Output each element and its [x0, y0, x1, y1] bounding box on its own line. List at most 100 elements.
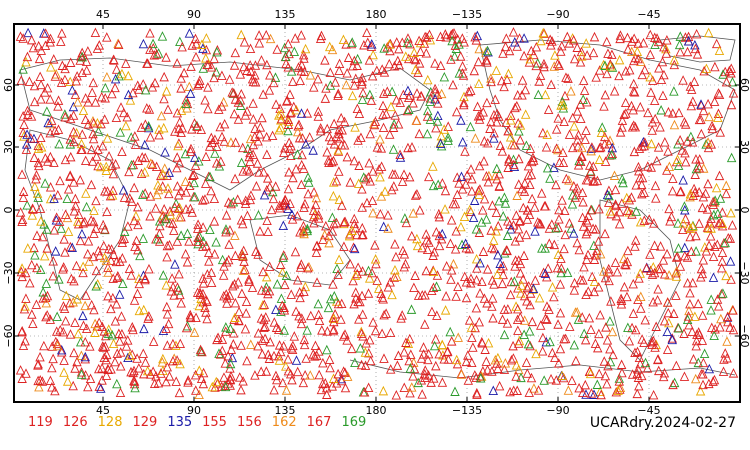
station-marker [655, 122, 665, 132]
station-marker [653, 142, 664, 152]
station-marker [310, 340, 321, 351]
station-marker [189, 327, 200, 337]
station-marker [159, 122, 169, 133]
station-marker [549, 61, 559, 71]
station-marker [471, 274, 482, 285]
station-marker [298, 220, 309, 231]
station-marker [481, 356, 492, 366]
station-marker [675, 46, 685, 57]
station-marker [174, 117, 185, 127]
station-marker [211, 67, 221, 77]
station-marker [380, 186, 390, 196]
station-marker [493, 363, 503, 373]
station-marker [468, 212, 479, 223]
station-marker [196, 124, 207, 135]
station-marker [233, 97, 244, 107]
station-marker [433, 110, 443, 121]
station-marker [461, 356, 472, 367]
station-marker [487, 275, 498, 285]
station-marker [679, 201, 690, 211]
station-marker [636, 303, 646, 313]
station-marker [669, 119, 680, 130]
station-marker [101, 161, 111, 172]
station-marker [606, 296, 616, 306]
station-marker [75, 174, 85, 185]
station-marker [88, 77, 98, 88]
station-marker [209, 53, 219, 64]
station-marker [263, 349, 273, 359]
station-marker [269, 384, 279, 395]
station-marker [652, 155, 662, 166]
station-marker [536, 35, 546, 46]
station-marker [250, 60, 261, 70]
station-marker [223, 350, 233, 361]
station-marker [292, 366, 303, 377]
station-marker [156, 110, 167, 121]
station-marker [621, 108, 631, 118]
station-marker [554, 204, 564, 215]
station-marker [690, 311, 700, 321]
station-marker [186, 61, 196, 71]
station-marker [604, 275, 614, 286]
station-marker [476, 217, 487, 227]
station-marker [425, 93, 436, 103]
station-marker [174, 387, 185, 398]
station-marker [89, 228, 99, 238]
station-marker [70, 200, 81, 211]
station-marker [572, 183, 582, 193]
station-marker [203, 82, 213, 92]
station-marker [90, 318, 100, 329]
station-marker [333, 145, 343, 155]
station-marker [70, 317, 80, 327]
station-marker [683, 311, 694, 321]
station-marker [43, 117, 53, 128]
station-marker [428, 266, 439, 277]
station-marker [539, 375, 549, 385]
station-marker [230, 250, 241, 260]
station-marker [482, 57, 492, 67]
station-marker [602, 189, 613, 200]
station-marker [423, 354, 433, 365]
station-marker [604, 138, 614, 149]
station-marker [584, 312, 595, 323]
station-marker [701, 63, 712, 74]
station-marker [132, 80, 143, 90]
station-marker [194, 156, 204, 166]
station-marker [486, 225, 496, 235]
station-marker [633, 161, 644, 172]
station-marker [405, 363, 416, 373]
station-marker [424, 237, 434, 247]
station-marker [283, 125, 293, 136]
station-marker [611, 386, 621, 397]
station-marker [356, 359, 367, 370]
station-marker [78, 105, 89, 115]
station-marker [119, 107, 129, 118]
station-marker [550, 352, 560, 362]
station-marker [292, 210, 303, 221]
station-marker [112, 348, 122, 358]
station-marker [560, 90, 570, 101]
station-marker [600, 89, 610, 100]
station-marker [301, 139, 311, 149]
station-marker [22, 129, 32, 139]
station-marker [489, 127, 499, 138]
station-marker [300, 43, 311, 54]
station-marker [236, 340, 246, 350]
station-marker [150, 77, 160, 88]
station-marker [185, 203, 196, 214]
station-marker [639, 337, 649, 348]
station-marker [103, 364, 114, 375]
station-marker [672, 154, 683, 164]
station-marker [156, 170, 166, 181]
station-marker [648, 296, 658, 307]
station-marker [127, 349, 137, 359]
station-marker [248, 114, 259, 124]
station-marker [29, 242, 39, 253]
station-marker [454, 39, 464, 49]
station-marker [633, 38, 643, 48]
station-marker [389, 119, 399, 129]
station-marker [153, 377, 164, 388]
x-tick-label-top: −135 [452, 8, 482, 21]
station-marker [451, 226, 461, 236]
station-marker [53, 124, 64, 134]
